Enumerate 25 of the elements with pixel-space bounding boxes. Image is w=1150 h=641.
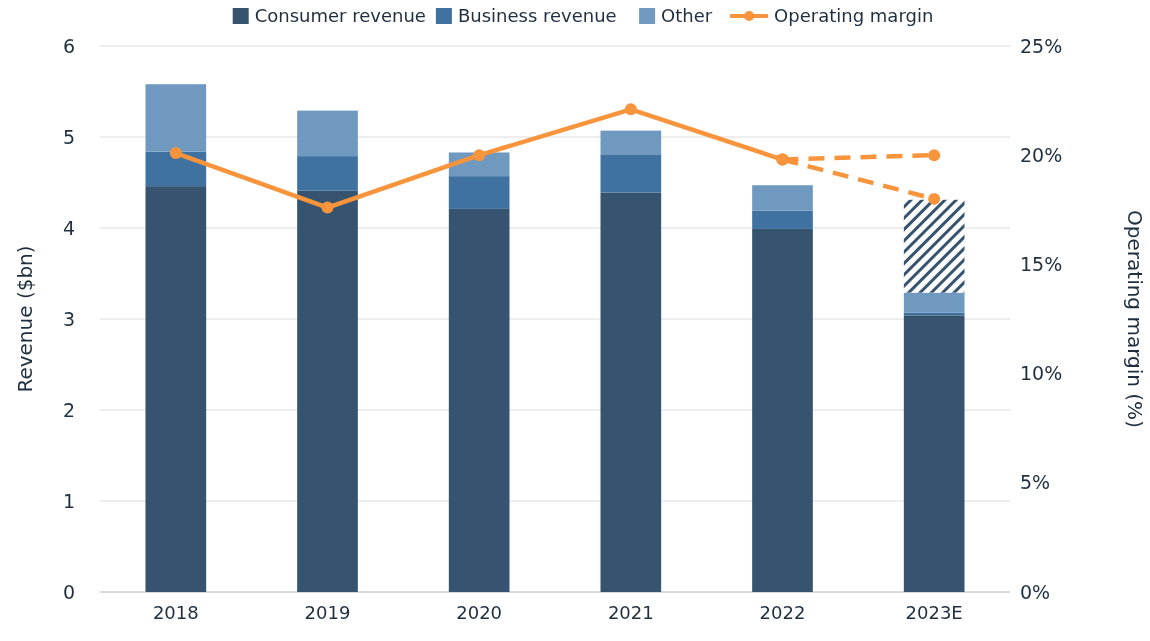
y-tick-label: 0: [62, 580, 75, 603]
y2-tick-label: 0%: [1020, 580, 1051, 603]
legend-label: Operating margin: [774, 5, 934, 27]
y2-tick-label: 20%: [1020, 143, 1063, 166]
x-tick-label: 2022: [759, 602, 806, 623]
y-tick-label: 2: [62, 398, 75, 421]
y2-tick-label: 5%: [1020, 471, 1051, 494]
y-tick-label: 4: [62, 216, 75, 239]
y-tick-label: 3: [62, 307, 75, 330]
y2-tick-label: 25%: [1020, 34, 1063, 57]
legend-label: Other: [661, 5, 713, 27]
x-tick-label: 2020: [456, 602, 503, 623]
y2-tick-label: 15%: [1020, 253, 1063, 276]
y-tick-label: 1: [62, 489, 75, 512]
x-tick-label: 2023E: [905, 602, 963, 623]
y2-tick-label: 10%: [1020, 362, 1063, 385]
legend-label: Business revenue: [457, 5, 617, 27]
x-tick-label: 2018: [152, 602, 199, 623]
x-tick-label: 2019: [304, 602, 351, 623]
y2-axis-title: Operating margin (%): [1123, 210, 1147, 428]
y-tick-label: 6: [62, 34, 75, 57]
y-tick-label: 5: [62, 125, 75, 148]
x-tick-label: 2021: [607, 602, 654, 623]
legend-label: Consumer revenue: [254, 5, 426, 27]
y-axis-title: Revenue ($bn): [13, 245, 37, 393]
